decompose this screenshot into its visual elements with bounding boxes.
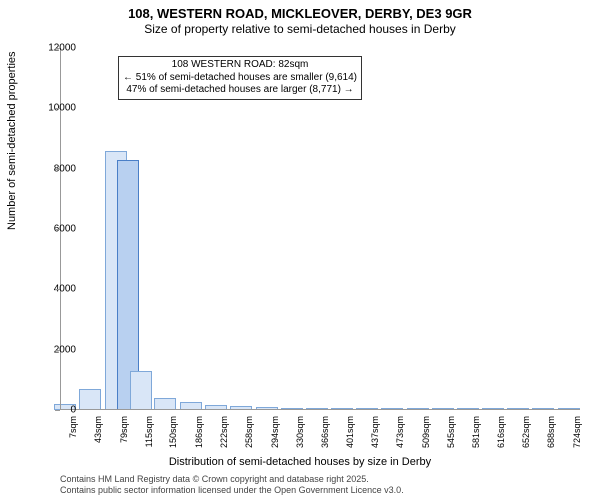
annotation-line3: 47% of semi-detached houses are larger (… (123, 84, 357, 97)
y-tick-mark (55, 229, 60, 230)
annotation-line1: 108 WESTERN ROAD: 82sqm (123, 59, 357, 72)
footer-line2: Contains public sector information licen… (60, 485, 404, 496)
chart-title-block: 108, WESTERN ROAD, MICKLEOVER, DERBY, DE… (0, 0, 600, 36)
x-tick-label: 186sqm (194, 416, 204, 448)
x-tick-label: 150sqm (168, 416, 178, 448)
x-axis-label: Distribution of semi-detached houses by … (0, 456, 600, 468)
x-tick-label: 7sqm (68, 416, 78, 438)
x-tick-label: 688sqm (546, 416, 556, 448)
x-tick-label: 43sqm (93, 416, 103, 443)
y-tick-mark (55, 48, 60, 49)
annotation-box: 108 WESTERN ROAD: 82sqm ← 51% of semi-de… (118, 56, 362, 100)
annotation-line2: ← 51% of semi-detached houses are smalle… (123, 72, 357, 85)
x-tick-label: 437sqm (370, 416, 380, 448)
x-tick-label: 330sqm (295, 416, 305, 448)
y-tick-mark (55, 289, 60, 290)
x-tick-label: 401sqm (345, 416, 355, 448)
y-tick-mark (55, 108, 60, 109)
chart-plot-area: 108 WESTERN ROAD: 82sqm ← 51% of semi-de… (60, 48, 580, 410)
footer-attribution: Contains HM Land Registry data © Crown c… (60, 474, 404, 497)
y-tick-mark (55, 350, 60, 351)
x-tick-label: 581sqm (471, 416, 481, 448)
x-tick-label: 616sqm (496, 416, 506, 448)
x-tick-label: 545sqm (446, 416, 456, 448)
chart-axes (60, 48, 580, 410)
x-tick-label: 79sqm (119, 416, 129, 443)
chart-title-sub: Size of property relative to semi-detach… (0, 22, 600, 36)
footer-line1: Contains HM Land Registry data © Crown c… (60, 474, 404, 485)
y-axis-label: Number of semi-detached properties (6, 51, 18, 230)
x-tick-label: 366sqm (320, 416, 330, 448)
y-tick-mark (55, 169, 60, 170)
x-tick-label: 473sqm (395, 416, 405, 448)
x-tick-label: 294sqm (270, 416, 280, 448)
x-tick-label: 509sqm (421, 416, 431, 448)
x-tick-label: 115sqm (144, 416, 154, 447)
x-tick-label: 652sqm (521, 416, 531, 448)
y-tick-mark (55, 410, 60, 411)
x-tick-label: 258sqm (244, 416, 254, 448)
x-tick-label: 222sqm (219, 416, 229, 448)
chart-title-main: 108, WESTERN ROAD, MICKLEOVER, DERBY, DE… (0, 6, 600, 21)
x-tick-label: 724sqm (572, 416, 582, 448)
